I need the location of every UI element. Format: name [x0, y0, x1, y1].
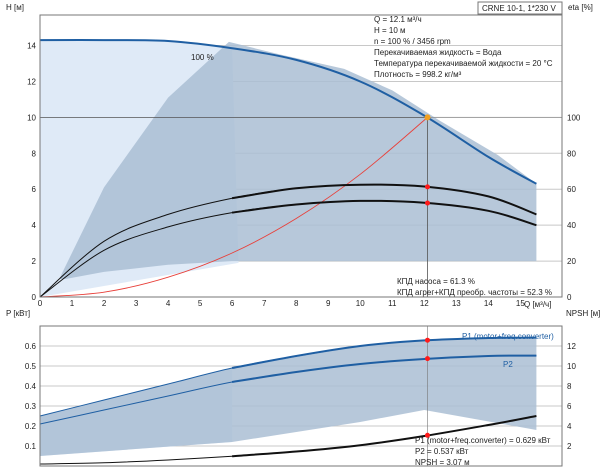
power-label-npsh: NPSH = 3.07 м: [415, 458, 470, 467]
power-point: [424, 337, 430, 343]
bottom-plot: 0.1 0.2 0.3 0.4 0.5 0.6 2 4 6 8 10 12: [25, 325, 577, 467]
top-curve-0: [39, 39, 537, 185]
bottom-points: [424, 337, 430, 438]
top-curves: [39, 39, 562, 298]
top-operating-range: [59, 41, 537, 280]
power-label-p1: P1 (motor+freq.converter) = 0.629 кВт: [415, 436, 551, 445]
info-line-density: Плотность = 998.2 кг/м³: [374, 70, 462, 79]
eta-tick-label: 20: [567, 257, 576, 266]
top-plot-frame: [39, 14, 563, 298]
eta-tick-label: 40: [567, 221, 576, 230]
top-curve-1: [39, 117, 428, 298]
q-tick-label: 8: [294, 299, 299, 308]
p-tick-label: 0.6: [25, 342, 37, 351]
eff-label-unit: КПД агрег+КПД преобр. частоты = 52.3 %: [397, 288, 552, 297]
npsh-tick-label: 10: [567, 362, 576, 371]
info-line-q: Q = 12.1 м³/ч: [374, 15, 422, 24]
duty-point: [424, 114, 431, 121]
bottom-curve-bold-1: [231, 354, 537, 383]
q-tick-label: 11: [388, 299, 397, 308]
top-curve-bold-3: [231, 199, 537, 227]
h-tick-label: 0: [32, 293, 37, 302]
h-tick-label: 4: [32, 221, 37, 230]
npsh-tick-label: 6: [567, 402, 572, 411]
eta-tick-label: 80: [567, 149, 576, 158]
q-tick-label: 6: [230, 299, 235, 308]
top-curve-bold-2: [231, 183, 537, 216]
info-line-temp: Температура перекачиваемой жидкости = 20…: [374, 59, 553, 68]
bottom-tick-labels: 0.1 0.2 0.3 0.4 0.5 0.6 2 4 6 8 10 12: [25, 342, 577, 451]
title-box: [477, 1, 563, 15]
npsh-tick-label: 4: [567, 422, 572, 431]
q-tick-label: 10: [356, 299, 365, 308]
p-tick-label: 0.3: [25, 402, 37, 411]
q-tick-label: 15: [516, 299, 525, 308]
series-label-p1: P1 (motor+freq.converter): [462, 332, 554, 341]
top-operating-area: [40, 40, 537, 298]
q-tick-label: 14: [484, 299, 493, 308]
top-points: [424, 114, 431, 206]
h-tick-label: 6: [32, 185, 37, 194]
bottom-curves: [39, 326, 537, 466]
q-tick-label: 0: [38, 299, 43, 308]
q-tick-label: 9: [326, 299, 331, 308]
power-point: [424, 356, 430, 362]
info-line-n: n = 100 % / 3456 rpm: [374, 37, 451, 46]
bottom-plot-frame: [39, 325, 563, 467]
q-tick-label: 7: [262, 299, 267, 308]
bottom-operating-area: [40, 337, 537, 456]
p-tick-label: 0.5: [25, 362, 37, 371]
power-point: [424, 432, 430, 438]
eta-tick-label: 60: [567, 185, 576, 194]
q-tick-label: 4: [166, 299, 171, 308]
h-tick-label: 2: [32, 257, 37, 266]
eff-point: [424, 200, 430, 206]
q-tick-label: 3: [134, 299, 139, 308]
y-axis-label-h: H [м]: [6, 3, 24, 12]
power-label-p2: P2 = 0.537 кВт: [415, 447, 469, 456]
chart-title: CRNE 10-1, 1*230 V: [482, 4, 556, 13]
p-tick-label: 0.1: [25, 442, 37, 451]
series-label-p2: P2: [503, 360, 513, 369]
p-tick-label: 0.4: [25, 382, 37, 391]
eff-label-pump: КПД насоса = 61.3 %: [397, 277, 475, 286]
q-tick-label: 2: [102, 299, 107, 308]
npsh-tick-label: 2: [567, 442, 572, 451]
h-tick-label: 12: [27, 77, 36, 86]
bottom-curve-bold-2: [232, 415, 537, 458]
p-tick-label: 0.2: [25, 422, 37, 431]
y2-axis-label-eta: eta [%]: [568, 3, 593, 12]
info-panel: Q = 12.1 м³/ч H = 10 м n = 100 % / 3456 …: [374, 15, 553, 79]
bottom-operating-range: [40, 337, 537, 456]
info-line-h: H = 10 м: [374, 26, 406, 35]
h-tick-label: 10: [27, 113, 36, 122]
eff-point: [424, 184, 430, 190]
q-tick-label: 5: [198, 299, 203, 308]
q-tick-label: 13: [452, 299, 461, 308]
x-axis-label-top: Q [м³/ч]: [524, 300, 551, 309]
curve-label-100: 100 %: [191, 53, 214, 62]
q-tick-label: 12: [420, 299, 429, 308]
eta-tick-label: 0: [567, 293, 572, 302]
y-axis-label-p: P [кВт]: [6, 309, 30, 318]
h-tick-label: 8: [32, 149, 37, 158]
bottom-curve-bold-0: [231, 336, 537, 369]
q-tick-label: 1: [70, 299, 75, 308]
info-line-liquid: Перекачиваемая жидкость = Вода: [374, 48, 502, 57]
npsh-tick-label: 8: [567, 382, 572, 391]
h-tick-label: 14: [27, 42, 36, 51]
eta-tick-label: 100: [567, 113, 581, 122]
y2-axis-label-npsh: NPSH [м]: [566, 309, 600, 318]
npsh-tick-label: 12: [567, 342, 576, 351]
